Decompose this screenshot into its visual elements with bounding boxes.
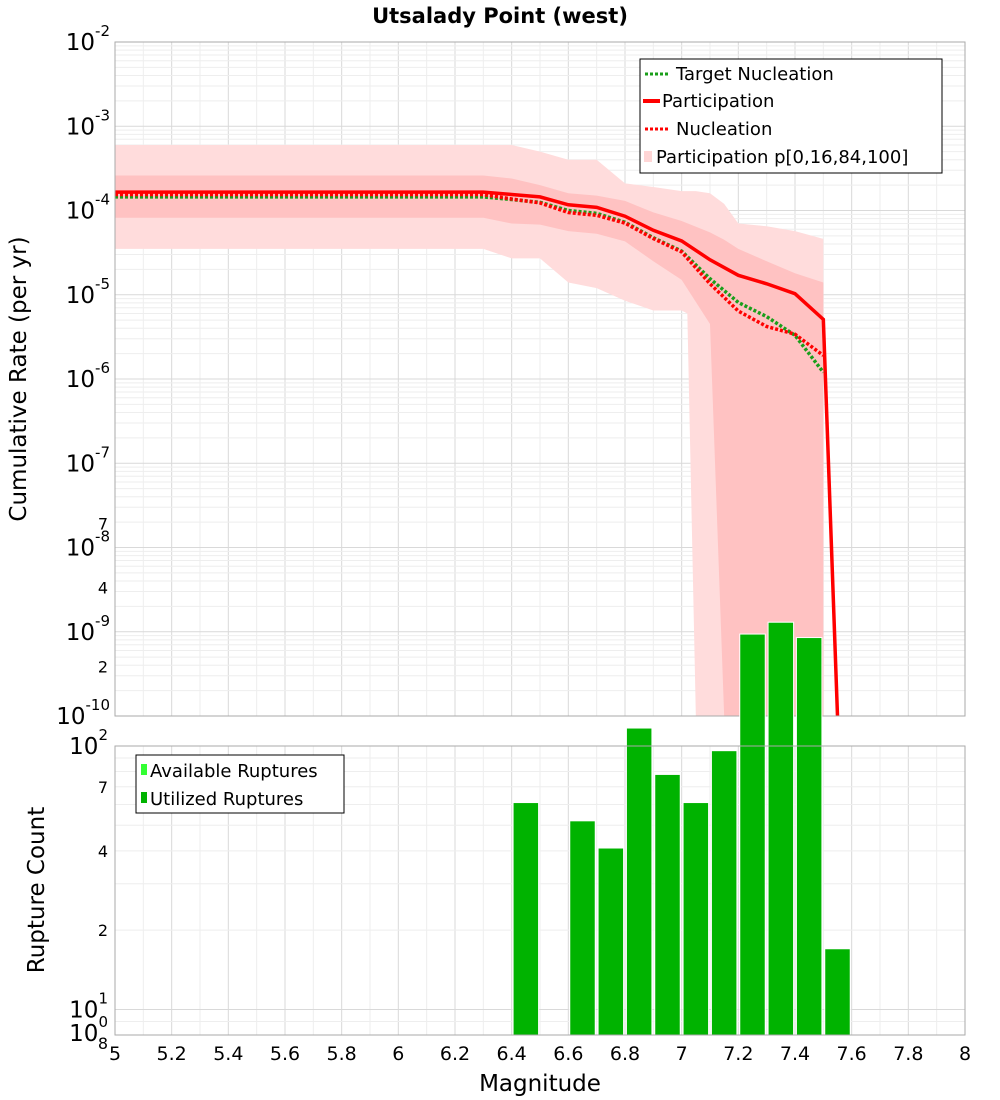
top-y-tick-label: 10-8 [66,528,110,562]
legend-label-nucleation: Nucleation [676,119,772,140]
bottom-y-minor-tick-label: 4 [98,842,108,861]
bottom-x-tick-label: 6 [392,1043,404,1065]
rupture-bars [512,621,851,1036]
rate-lines [115,190,840,717]
top-y-tick-label: 10-4 [66,191,110,225]
line-target-nucleation [115,195,825,374]
line-nucleation [115,192,825,357]
bar-utilized-ruptures [824,948,851,1036]
top-y-tick-label: 10-3 [66,106,110,140]
legend-swatch-utilized-ruptures [141,792,147,803]
legend-label-target-nucleation: Target Nucleation [675,64,834,85]
bar-utilized-ruptures [767,621,795,1036]
bottom-legend-frame [135,754,345,814]
bottom-y-major-tick-label: 100 [69,1013,108,1047]
bottom-x-tick-label: 5.4 [213,1043,243,1065]
chart-title: Utsalady Point (west) [372,4,628,28]
top-y-tick-label: 10-10 [56,696,110,730]
bottom-y-minor-tick-label: 7 [98,514,108,533]
legend-swatch-available-ruptures [141,764,147,775]
bottom-legend: Available Ruptures Utilized Ruptures [135,754,345,814]
bottom-x-tick-label: 7.8 [893,1043,923,1065]
bottom-y-minor-tick-label: 8 [98,1034,108,1053]
band-outer [115,144,824,717]
bar-utilized-ruptures [654,773,681,1036]
bottom-x-tick-label: 6.8 [610,1043,640,1065]
bar-utilized-ruptures [625,727,653,1036]
bottom-x-ticks: 5 5.2 5.4 5.6 5.8 6 6.2 6.4 6.6 6.8 7 7.2 7.4 7.6 7.8 8 [109,1043,971,1065]
bar-utilized-ruptures [569,820,596,1036]
bottom-y-major-tick-label: 102 [69,726,108,760]
legend-swatch-participation-band [644,151,652,162]
legend-label-utilized-ruptures: Utilized Ruptures [150,789,303,810]
bottom-x-tick-label: 8 [959,1043,971,1065]
top-plot-frame [114,41,966,717]
top-legend-frame [639,58,943,174]
bottom-y-axis-label: Rupture Count [24,807,50,973]
legend-label-participation-band: Participation p[0,16,84,100] [656,147,908,168]
top-y-ticks: 10-10 10-9 10-8 10-7 10-6 10-5 10-4 10-3 10-2 [56,22,110,730]
bottom-x-tick-label: 5 [109,1043,121,1065]
bottom-y-major-tick-label: 101 [69,989,108,1023]
bottom-x-tick-label: 7.6 [837,1043,867,1065]
top-y-tick-label: 10-5 [66,275,110,309]
bottom-x-tick-label: 5.6 [270,1043,300,1065]
bottom-x-axis-label: Magnitude [479,1071,601,1097]
bottom-plot-frame [114,745,966,1036]
bar-utilized-ruptures [795,637,823,1036]
bottom-y-minor-tick-label: 2 [98,658,108,677]
bottom-x-tick-label: 7.2 [723,1043,753,1065]
bottom-x-tick-label: 6.4 [497,1043,527,1065]
bottom-x-tick-label: 7.4 [780,1043,810,1065]
legend-label-participation: Participation [662,91,774,112]
bar-utilized-ruptures [682,802,710,1036]
bottom-x-tick-label: 5.8 [327,1043,357,1065]
top-y-tick-label: 10-6 [66,359,110,393]
bottom-x-tick-label: 5.2 [157,1043,187,1065]
top-y-axis-label: Cumulative Rate (per yr) [6,236,32,521]
bottom-y-minor-tick-label: 2 [98,921,108,940]
top-legend: Target Nucleation Participation Nucleati… [639,58,943,174]
bottom-x-tick-label: 7 [676,1043,688,1065]
legend-label-available-ruptures: Available Ruptures [150,761,318,782]
bar-utilized-ruptures [710,750,738,1036]
bottom-y-minor-tick-label: 7 [98,778,108,797]
bar-utilized-ruptures [597,847,625,1036]
top-y-tick-label: 10-7 [66,443,110,477]
bottom-x-tick-label: 6.6 [553,1043,583,1065]
top-y-tick-label: 10-2 [66,22,110,56]
bottom-x-tick-label: 6.2 [440,1043,470,1065]
bar-utilized-ruptures [739,633,766,1036]
top-y-tick-label: 10-9 [66,612,110,646]
line-participation [115,190,840,717]
bar-utilized-ruptures [512,802,540,1036]
bottom-y-minor-tick-label: 4 [98,578,108,597]
